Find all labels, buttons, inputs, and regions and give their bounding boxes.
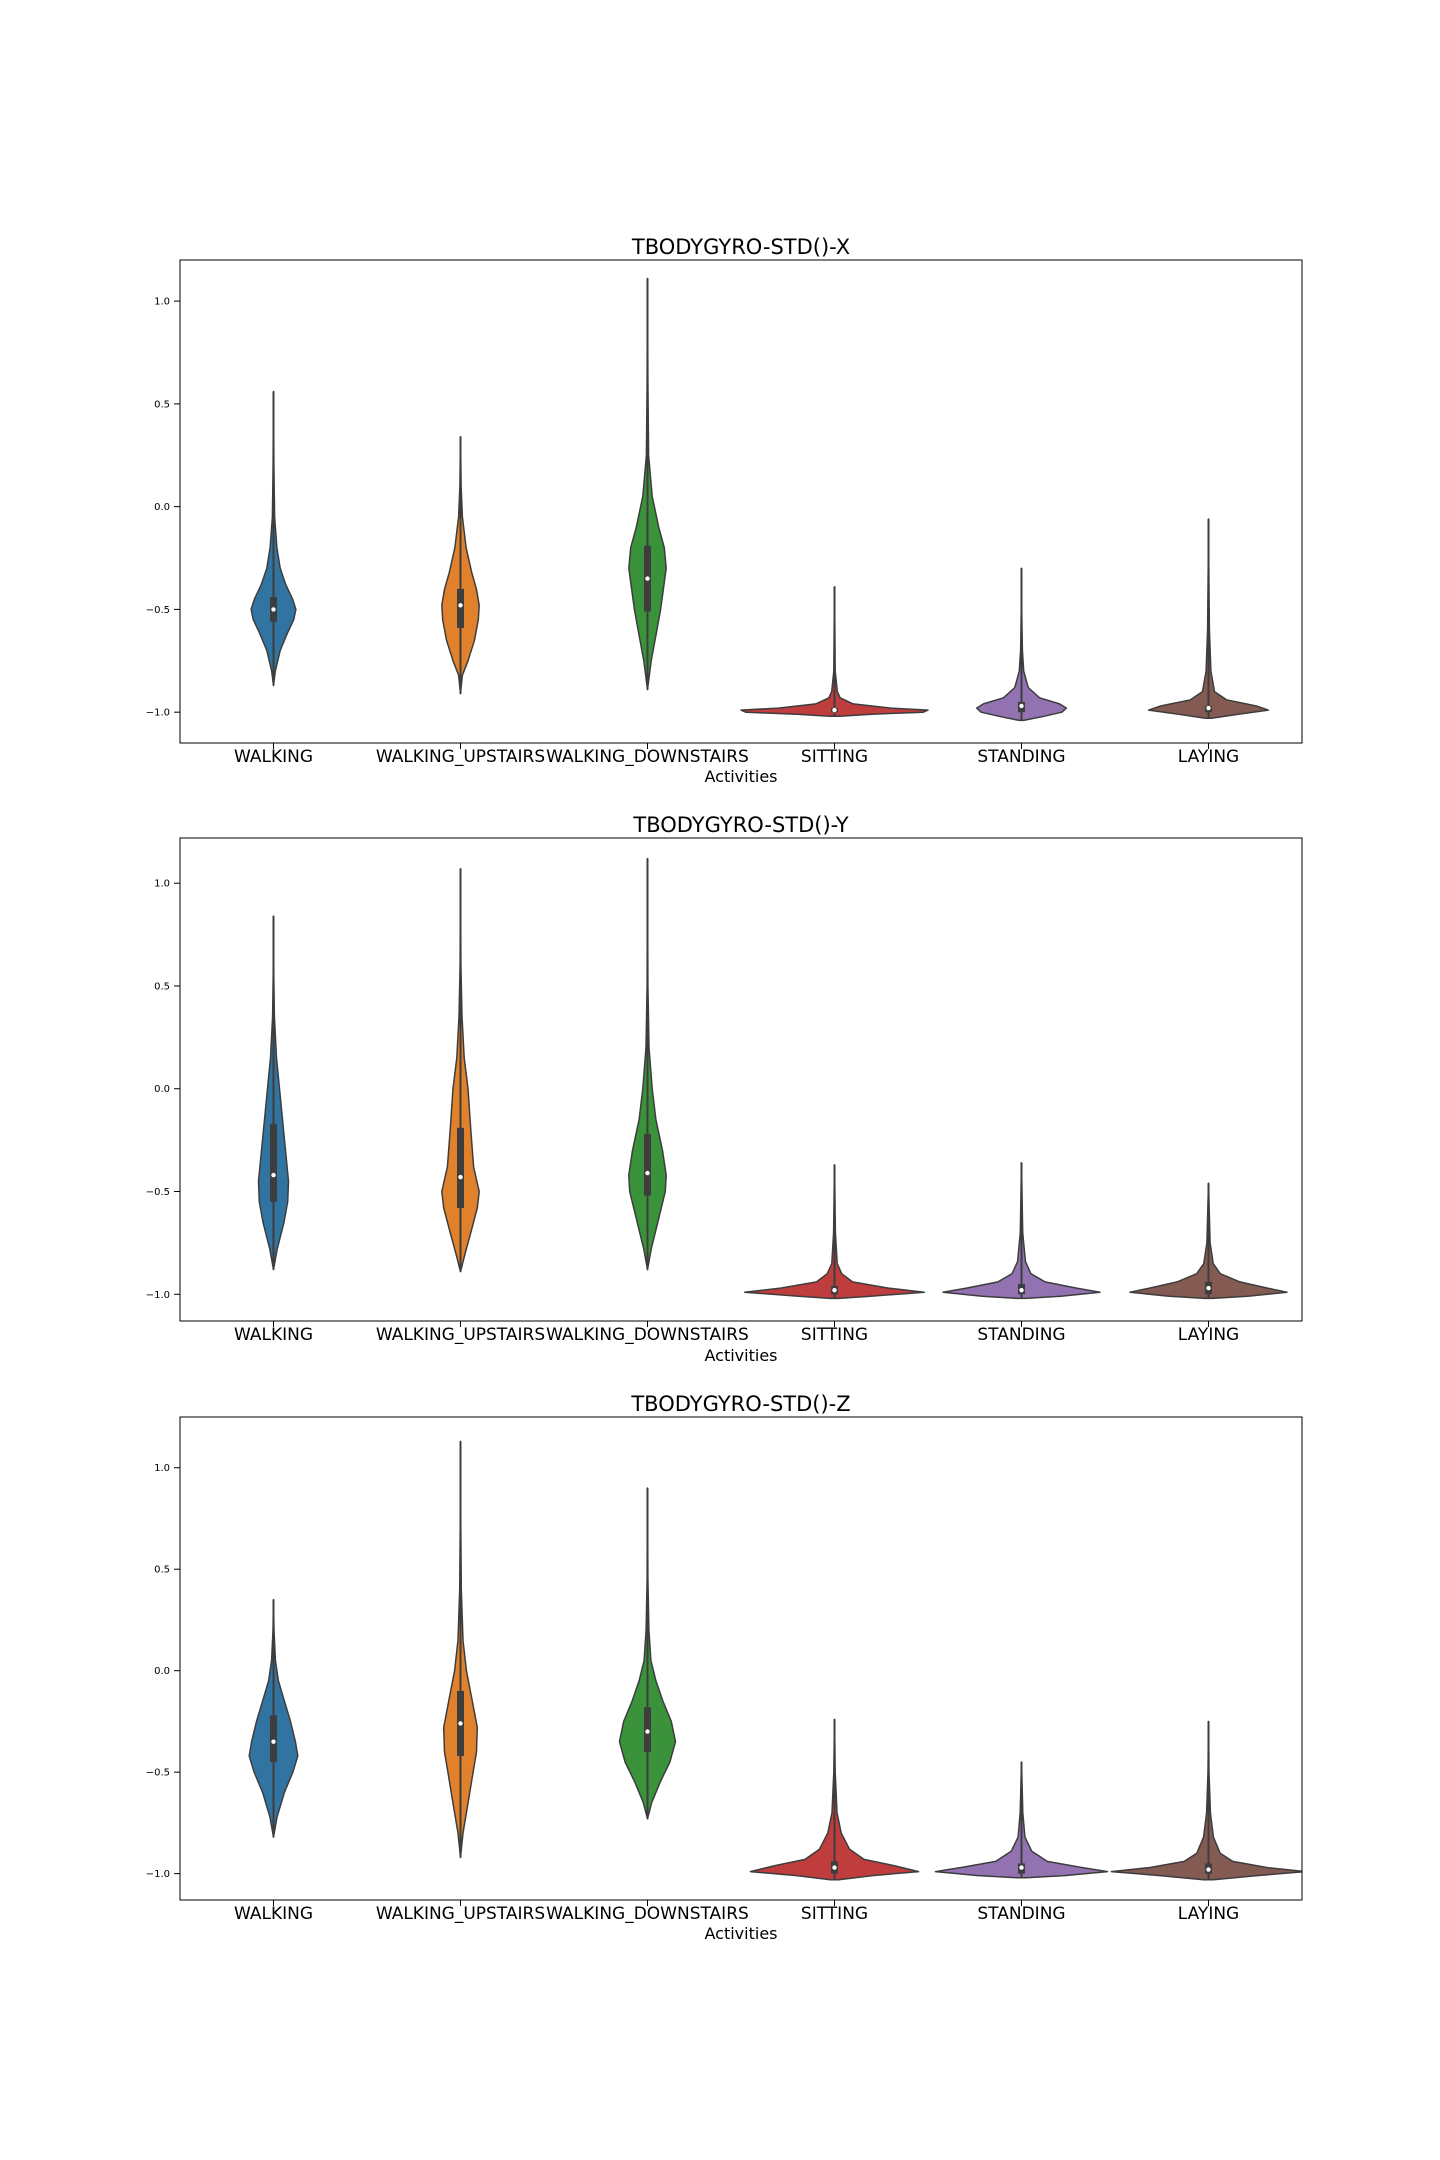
violin-median (645, 576, 650, 581)
violin-median (832, 707, 837, 713)
violin-median (458, 603, 463, 608)
x-tick-label: WALKING_DOWNSTAIRS (546, 747, 749, 767)
x-tick-label: LAYING (1178, 1325, 1239, 1345)
violin-median (1206, 705, 1211, 711)
violin-median (1019, 1287, 1024, 1293)
y-tick-label: 0.5 (154, 1565, 170, 1576)
y-tick-label: −1.0 (146, 1869, 170, 1880)
x-axis-label: Activities (705, 767, 778, 786)
x-tick-label: STANDING (977, 1904, 1065, 1924)
violin-group (257, 857, 1288, 1300)
violin-median (832, 1865, 837, 1870)
axes-frame (179, 259, 1303, 744)
violin-median (271, 1172, 276, 1178)
violin-panel-z: TBODYGYRO-STD()-Z Activities −1.0 −0.5 0.0… (146, 1392, 1303, 1943)
panel-title: TBODYGYRO-STD()-Z (630, 1392, 850, 1416)
violin-iqr-box (644, 1133, 651, 1196)
x-tick-label: WALKING_UPSTAIRS (376, 1325, 545, 1345)
x-axis-label: Activities (705, 1346, 778, 1365)
x-tick-label: SITTING (801, 1325, 868, 1345)
x-tick-label: LAYING (1178, 747, 1239, 767)
y-tick-label: −0.5 (146, 1187, 170, 1198)
y-tick-label: 0.0 (154, 1666, 170, 1677)
x-tick-label: WALKING (234, 1325, 313, 1345)
x-tick-label: SITTING (801, 747, 868, 767)
y-tick-label: −1.0 (146, 1290, 170, 1301)
x-tick-label: STANDING (977, 747, 1065, 767)
y-tick-label: −1.0 (146, 708, 170, 719)
y-tick-label: −0.5 (146, 605, 170, 616)
x-tick-label: WALKING_DOWNSTAIRS (546, 1904, 749, 1924)
x-tick-label: LAYING (1178, 1904, 1239, 1924)
violin-median (645, 1729, 650, 1734)
violin-median (1019, 703, 1024, 709)
x-tick-label: WALKING_UPSTAIRS (376, 1904, 545, 1924)
x-tick-label: SITTING (801, 1904, 868, 1924)
x-tick-label: WALKING_UPSTAIRS (376, 747, 545, 767)
y-tick-label: 0.5 (154, 981, 170, 992)
y-tick-label: 0.0 (154, 502, 170, 513)
violin-median (1206, 1285, 1211, 1291)
violin-group (248, 1440, 1302, 1881)
x-tick-label: WALKING (234, 747, 313, 767)
y-tick-label: 1.0 (154, 879, 170, 890)
violin-median (458, 1174, 463, 1180)
violin-median (1019, 1865, 1024, 1870)
violin-group (250, 277, 1270, 722)
violin-panel-y: TBODYGYRO-STD()-Y Activities −1.0 −0.5 0.0… (146, 813, 1303, 1365)
violin-median (271, 1739, 276, 1744)
x-tick-label: WALKING_DOWNSTAIRS (546, 1325, 749, 1345)
axes-frame (179, 1416, 1303, 1901)
axes-frame (179, 837, 1303, 1322)
violin-iqr-box (457, 588, 464, 628)
violin-median (458, 1721, 463, 1726)
y-tick-label: 1.0 (154, 297, 170, 308)
y-tick-label: −0.5 (146, 1768, 170, 1779)
panel-title: TBODYGYRO-STD()-X (631, 235, 850, 259)
violin-median (645, 1170, 650, 1176)
x-tick-label: STANDING (977, 1325, 1065, 1345)
y-tick-label: 0.5 (154, 399, 170, 410)
violin-median (271, 607, 276, 612)
violin-iqr-box (270, 1715, 277, 1762)
y-tick-label: 0.0 (154, 1084, 170, 1095)
y-tick-label: 1.0 (154, 1463, 170, 1474)
violin-iqr-box (457, 1127, 464, 1208)
panel-title: TBODYGYRO-STD()-Y (632, 813, 848, 837)
violin-panel-x: TBODYGYRO-STD()-X Activities −1.0 −0.5 0.0… (146, 235, 1303, 786)
violin-median (832, 1287, 837, 1293)
violin-median (1206, 1867, 1211, 1872)
x-tick-label: WALKING (234, 1904, 313, 1924)
violin-iqr-box (270, 1123, 277, 1202)
x-axis-label: Activities (705, 1924, 778, 1943)
